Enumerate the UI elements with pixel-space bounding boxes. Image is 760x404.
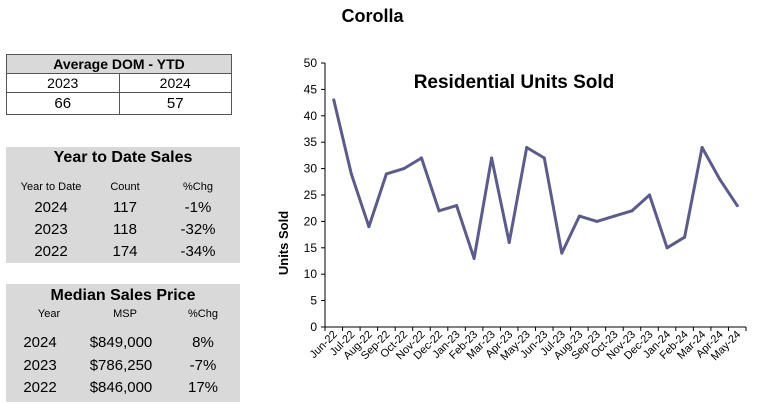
median-col-header: MSP: [113, 308, 137, 320]
ytd-chg-cell: -1%: [184, 199, 212, 216]
ytd-sales-panel: Year to Date Sales Year to Date Count %C…: [6, 147, 240, 263]
data-point: [577, 214, 581, 218]
median-price-title: Median Sales Price: [50, 287, 196, 304]
ytd-count-cell: 118: [113, 221, 137, 238]
data-point: [490, 156, 494, 160]
ytd-year-cell: 2024: [34, 199, 68, 216]
data-point: [455, 204, 459, 208]
data-point: [367, 225, 371, 229]
data-point: [437, 209, 441, 213]
y-tick-label: 25: [304, 188, 318, 202]
dom-year-cell: 2024: [118, 73, 232, 93]
data-point: [595, 219, 599, 223]
data-point: [683, 235, 687, 239]
dom-value-cell: 57: [118, 92, 232, 115]
dom-year-cell: 2023: [6, 73, 120, 93]
plot-area: 05101520253035404550Jun-22Jul-22Aug-22Se…: [304, 56, 747, 363]
data-point: [665, 246, 669, 250]
y-tick-label: 45: [304, 82, 318, 96]
data-point: [630, 209, 634, 213]
y-tick-label: 15: [304, 241, 318, 255]
median-price-panel: Median Sales Price Year MSP %Chg 2024 $8…: [6, 284, 240, 402]
median-year-cell: 2022: [23, 379, 57, 396]
y-tick-label: 30: [304, 162, 318, 176]
data-point: [384, 172, 388, 176]
ytd-chg-cell: -34%: [180, 243, 216, 260]
dom-value-cell: 66: [6, 92, 120, 115]
data-point: [560, 251, 564, 255]
ytd-count-cell: 117: [113, 199, 137, 216]
ytd-sales-title: Year to Date Sales: [53, 149, 193, 166]
y-tick-label: 40: [304, 109, 318, 123]
median-chg-cell: -7%: [189, 357, 217, 374]
median-msp-cell: $846,000: [89, 379, 153, 396]
median-col-header: Year: [37, 308, 61, 320]
median-year-cell: 2024: [23, 334, 57, 351]
ytd-count-cell: 174: [112, 243, 138, 260]
y-tick-label: 5: [310, 294, 317, 308]
median-msp-cell: $786,250: [89, 357, 153, 374]
ytd-chg-cell: -32%: [180, 221, 216, 238]
data-point: [718, 177, 722, 181]
data-point: [332, 98, 336, 102]
average-dom-table: Average DOM - YTD 2023 2024 66 57: [6, 54, 232, 115]
y-tick-label: 35: [304, 135, 318, 149]
median-chg-cell: 8%: [192, 334, 214, 351]
data-point: [472, 256, 476, 260]
data-point: [525, 145, 529, 149]
data-point: [700, 145, 704, 149]
data-point: [349, 172, 353, 176]
median-col-header: %Chg: [188, 308, 218, 320]
data-point: [735, 204, 739, 208]
ytd-col-header: Count: [110, 181, 140, 193]
page-title: Corolla: [341, 6, 404, 26]
ytd-year-cell: 2023: [34, 221, 68, 238]
units-sold-chart: Residential Units Sold Units Sold 0 5 10 15…: [276, 56, 747, 363]
median-chg-cell: 17%: [187, 379, 219, 396]
median-msp-cell: $849,000: [89, 334, 153, 351]
ytd-year-cell: 2022: [34, 243, 68, 260]
data-point: [648, 193, 652, 197]
y-tick-label: 50: [304, 56, 318, 70]
y-axis-label: Units Sold: [276, 211, 291, 275]
units-sold-line: [332, 98, 739, 260]
data-point: [542, 156, 546, 160]
data-point: [419, 156, 423, 160]
ytd-col-header: Year to Date: [20, 181, 82, 193]
data-point: [507, 241, 511, 245]
chart-title: Residential Units Sold: [414, 72, 615, 93]
y-tick-label: 20: [304, 214, 318, 228]
data-point: [612, 214, 616, 218]
median-year-cell: 2023: [23, 357, 57, 374]
dom-table-title: Average DOM - YTD: [6, 54, 232, 74]
y-tick-label: 0: [310, 320, 317, 334]
y-tick-label: 10: [304, 267, 318, 281]
data-point: [402, 167, 406, 171]
ytd-col-header: %Chg: [183, 181, 213, 193]
